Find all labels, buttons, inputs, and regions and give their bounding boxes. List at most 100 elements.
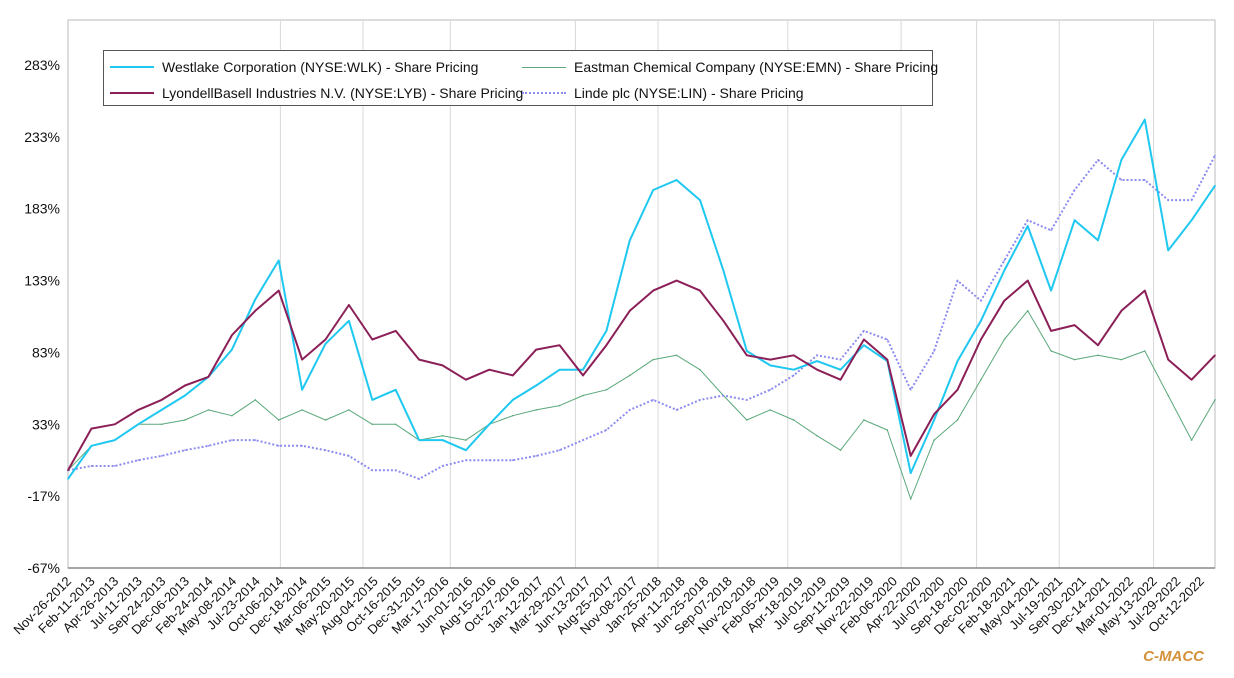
data-point xyxy=(488,459,491,462)
data-point xyxy=(746,399,748,401)
data-point xyxy=(207,445,210,447)
data-point xyxy=(933,413,935,416)
legend-item-lin: Linde plc (NYSE:LIN) - Share Pricing xyxy=(522,85,804,101)
data-point xyxy=(348,455,350,457)
data-point xyxy=(1073,219,1076,222)
data-point xyxy=(465,378,467,381)
data-point xyxy=(675,179,678,181)
data-point xyxy=(231,334,233,336)
data-point xyxy=(956,360,959,362)
data-point xyxy=(301,388,303,391)
data-point xyxy=(511,414,514,417)
data-point xyxy=(1190,378,1193,381)
data-point xyxy=(1143,350,1146,352)
data-point xyxy=(301,409,303,411)
data-point xyxy=(160,423,163,426)
data-point xyxy=(816,360,818,362)
data-point xyxy=(277,259,280,262)
data-point xyxy=(722,269,725,272)
data-point xyxy=(933,350,935,352)
data-point xyxy=(956,388,959,391)
data-point xyxy=(207,376,210,378)
data-point xyxy=(1003,338,1006,341)
data-point xyxy=(511,374,514,377)
data-point xyxy=(909,388,912,391)
data-point xyxy=(816,434,818,437)
data-point xyxy=(1003,259,1006,262)
data-point xyxy=(675,354,678,357)
legend-item-lyb: LyondellBasell Industries N.V. (NYSE:LYB… xyxy=(110,85,523,101)
data-point xyxy=(207,409,210,411)
legend-item-wlk: Westlake Corporation (NYSE:WLK) - Share … xyxy=(110,59,478,75)
data-point xyxy=(488,423,491,426)
data-point xyxy=(1214,354,1216,357)
data-point xyxy=(90,445,93,447)
data-point xyxy=(605,344,608,347)
data-point xyxy=(886,429,889,431)
data-point xyxy=(184,394,186,397)
data-point xyxy=(254,399,257,401)
data-point xyxy=(1120,179,1123,181)
data-point xyxy=(114,423,116,426)
data-point xyxy=(652,289,655,292)
data-point xyxy=(1097,354,1099,357)
data-point xyxy=(699,289,701,292)
data-point xyxy=(722,394,725,397)
data-point xyxy=(769,364,772,367)
data-point xyxy=(933,419,935,421)
legend-label-lyb: LyondellBasell Industries N.V. (NYSE:LYB… xyxy=(162,85,524,101)
data-point xyxy=(254,298,257,301)
data-point xyxy=(301,358,303,361)
data-point xyxy=(792,368,795,371)
y-tick-label: 133% xyxy=(24,273,60,289)
data-point xyxy=(535,384,537,387)
data-point xyxy=(980,338,982,341)
data-point xyxy=(90,427,93,430)
data-point xyxy=(1167,199,1169,201)
data-point xyxy=(1143,289,1146,292)
data-point xyxy=(746,419,748,421)
data-point xyxy=(792,419,795,421)
legend-swatch-wlk xyxy=(110,66,154,68)
data-point xyxy=(231,348,233,351)
data-point xyxy=(769,358,772,361)
data-point xyxy=(675,279,678,282)
data-point xyxy=(371,469,374,472)
data-point xyxy=(441,364,444,367)
data-point xyxy=(863,419,865,421)
data-point xyxy=(863,338,865,341)
data-point xyxy=(535,409,537,411)
data-point xyxy=(956,279,959,282)
data-point xyxy=(465,449,467,451)
data-point xyxy=(746,354,748,357)
data-point xyxy=(652,399,655,401)
data-point xyxy=(418,358,420,361)
data-point xyxy=(558,449,561,451)
data-point xyxy=(67,478,69,480)
data-point xyxy=(511,459,514,462)
data-point xyxy=(1190,219,1193,222)
data-point xyxy=(1050,229,1052,232)
data-point xyxy=(699,399,701,401)
data-point xyxy=(1167,358,1169,361)
data-point xyxy=(371,399,374,401)
y-tick-label: -67% xyxy=(27,560,60,576)
legend-swatch-emn xyxy=(522,66,566,68)
data-point xyxy=(1167,249,1169,252)
legend-swatch-lin xyxy=(522,92,566,94)
data-point xyxy=(769,409,772,411)
series-line-lin xyxy=(67,155,1216,480)
data-point xyxy=(933,439,935,441)
data-point xyxy=(1026,219,1029,222)
data-point xyxy=(488,368,491,371)
data-point xyxy=(160,409,163,411)
data-point xyxy=(324,338,327,341)
data-point xyxy=(184,384,186,387)
y-tick-label: -17% xyxy=(27,488,60,504)
data-point xyxy=(558,368,561,371)
data-point xyxy=(628,239,631,242)
data-point xyxy=(441,439,444,441)
data-point xyxy=(394,388,397,391)
data-point xyxy=(254,439,257,441)
data-point xyxy=(1073,324,1076,326)
